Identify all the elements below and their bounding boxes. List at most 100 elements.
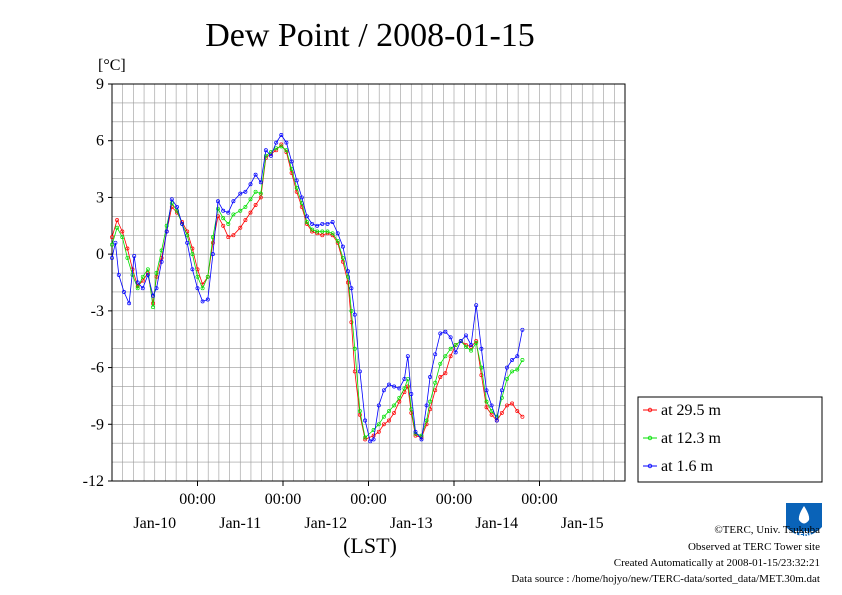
data-point bbox=[258, 191, 263, 196]
data-point bbox=[484, 399, 489, 404]
data-point bbox=[132, 254, 137, 258]
data-point bbox=[284, 148, 289, 153]
data-point bbox=[284, 140, 289, 145]
data-point bbox=[381, 388, 386, 393]
data-point bbox=[140, 274, 145, 279]
data-point bbox=[221, 223, 226, 228]
data-point bbox=[505, 403, 509, 408]
data-point bbox=[397, 395, 402, 400]
data-point bbox=[443, 329, 448, 334]
data-point bbox=[200, 299, 205, 304]
data-point bbox=[453, 350, 458, 355]
legend-label: at 29.5 m bbox=[661, 402, 722, 419]
data-point bbox=[387, 418, 391, 423]
data-point bbox=[397, 386, 402, 391]
data-point bbox=[125, 255, 130, 260]
x-tick-time-label: 00:00 bbox=[436, 491, 472, 508]
data-point bbox=[484, 388, 489, 393]
data-point bbox=[349, 308, 354, 313]
data-point bbox=[499, 410, 504, 415]
data-point bbox=[424, 403, 429, 408]
legend: at 29.5 m at 12.3 m at 1.6 m bbox=[637, 396, 823, 483]
data-point bbox=[515, 367, 520, 372]
x-tick-date-label: Jan-11 bbox=[219, 515, 261, 532]
data-point bbox=[299, 195, 304, 200]
data-point bbox=[180, 221, 185, 226]
data-point bbox=[151, 293, 155, 298]
copyright-text: ©TERC, Univ. Tsukuba bbox=[714, 524, 820, 536]
data-point bbox=[315, 229, 320, 234]
data-point bbox=[448, 335, 453, 340]
data-point bbox=[448, 346, 453, 351]
data-point bbox=[135, 286, 140, 291]
grid-lines bbox=[111, 83, 626, 482]
data-point bbox=[515, 354, 520, 359]
data-point bbox=[110, 242, 114, 247]
data-point bbox=[479, 365, 484, 370]
data-point bbox=[200, 286, 205, 291]
data-point bbox=[190, 252, 195, 257]
data-point bbox=[135, 280, 140, 285]
y-axis-label: [°C] bbox=[98, 57, 126, 74]
data-point bbox=[226, 221, 231, 226]
observed-text: Observed at TERC Tower site bbox=[688, 541, 820, 553]
y-tick-label: -6 bbox=[91, 360, 104, 377]
data-point bbox=[397, 399, 402, 404]
y-tick-label: 6 bbox=[96, 133, 104, 150]
data-point bbox=[520, 358, 525, 362]
data-point bbox=[387, 382, 391, 387]
data-point bbox=[381, 414, 386, 419]
data-point bbox=[357, 409, 362, 414]
data-point bbox=[243, 204, 248, 209]
data-point bbox=[248, 182, 253, 187]
data-point bbox=[120, 235, 125, 240]
data-point bbox=[253, 189, 258, 194]
data-point bbox=[226, 235, 231, 240]
data-point bbox=[489, 403, 494, 408]
data-point bbox=[320, 233, 325, 238]
data-point bbox=[474, 303, 479, 308]
data-point bbox=[115, 225, 120, 230]
data-point bbox=[154, 271, 159, 275]
data-point bbox=[231, 212, 236, 217]
data-point bbox=[352, 346, 357, 351]
data-point bbox=[231, 199, 236, 204]
data-point bbox=[419, 437, 424, 442]
data-point bbox=[346, 280, 350, 285]
y-tick-label: 0 bbox=[96, 246, 104, 263]
data-point bbox=[279, 133, 284, 137]
data-point bbox=[110, 255, 114, 260]
y-tick-label: 3 bbox=[96, 189, 104, 206]
data-point bbox=[346, 269, 350, 274]
y-axis-ticks: 9 6 3 0 -3 -6 -9 -12 bbox=[83, 76, 112, 490]
data-point bbox=[140, 286, 145, 291]
data-point bbox=[120, 229, 125, 234]
data-point bbox=[195, 286, 200, 291]
data-point bbox=[310, 221, 315, 226]
data-point bbox=[335, 238, 340, 243]
data-point bbox=[238, 191, 243, 196]
data-point bbox=[115, 218, 120, 223]
data-point bbox=[479, 373, 484, 378]
data-point bbox=[221, 208, 226, 213]
data-point bbox=[392, 410, 397, 415]
data-point bbox=[428, 399, 433, 404]
data-point bbox=[510, 401, 515, 406]
data-point bbox=[381, 422, 386, 427]
data-point bbox=[357, 369, 362, 374]
data-point bbox=[438, 331, 443, 336]
data-point bbox=[433, 388, 438, 393]
data-point bbox=[299, 204, 304, 209]
data-point bbox=[210, 252, 215, 257]
data-point bbox=[464, 344, 468, 349]
data-point bbox=[274, 146, 279, 151]
data-point bbox=[110, 235, 114, 240]
data-point bbox=[116, 272, 121, 277]
data-point bbox=[216, 206, 220, 211]
data-point bbox=[226, 210, 231, 215]
data-point bbox=[510, 358, 515, 362]
legend-swatch-marker bbox=[647, 435, 653, 441]
data-point bbox=[474, 341, 479, 345]
data-point bbox=[469, 348, 474, 353]
